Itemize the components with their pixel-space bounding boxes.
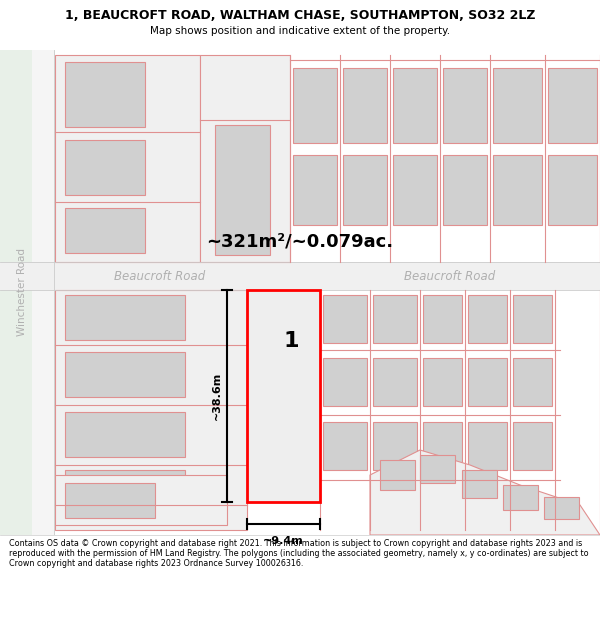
Bar bbox=[65, 412, 185, 457]
Bar bbox=[343, 155, 387, 225]
Text: ~38.6m: ~38.6m bbox=[212, 372, 222, 420]
Bar bbox=[423, 358, 462, 406]
Bar bbox=[200, 55, 290, 262]
Bar bbox=[493, 155, 542, 225]
Bar bbox=[544, 497, 579, 519]
Bar bbox=[548, 68, 597, 143]
Polygon shape bbox=[370, 450, 600, 535]
Text: Beaucroft Road: Beaucroft Road bbox=[404, 269, 496, 282]
Bar bbox=[247, 290, 320, 502]
Bar bbox=[420, 455, 455, 483]
Bar bbox=[65, 295, 185, 340]
Text: 1, BEAUCROFT ROAD, WALTHAM CHASE, SOUTHAMPTON, SO32 2LZ: 1, BEAUCROFT ROAD, WALTHAM CHASE, SOUTHA… bbox=[65, 9, 535, 22]
Bar bbox=[493, 68, 542, 143]
Bar bbox=[423, 422, 462, 470]
Bar bbox=[55, 290, 247, 530]
Bar bbox=[513, 358, 552, 406]
Bar bbox=[462, 470, 497, 498]
Bar bbox=[65, 140, 145, 195]
Bar bbox=[323, 358, 367, 406]
Bar bbox=[0, 262, 600, 290]
Bar bbox=[373, 422, 417, 470]
Bar bbox=[65, 470, 185, 515]
Bar bbox=[380, 460, 415, 490]
Text: ~321m²/~0.079ac.: ~321m²/~0.079ac. bbox=[206, 233, 394, 251]
Bar bbox=[373, 295, 417, 343]
Bar bbox=[468, 358, 507, 406]
Bar bbox=[393, 68, 437, 143]
Bar bbox=[373, 358, 417, 406]
Bar bbox=[65, 208, 145, 253]
Bar bbox=[468, 422, 507, 470]
Bar bbox=[32, 50, 54, 535]
Bar bbox=[468, 295, 507, 343]
Bar bbox=[513, 422, 552, 470]
Text: ~9.4m: ~9.4m bbox=[263, 536, 304, 546]
Bar bbox=[548, 155, 597, 225]
Text: Beaucroft Road: Beaucroft Road bbox=[115, 269, 206, 282]
Bar bbox=[65, 62, 145, 127]
Bar bbox=[393, 155, 437, 225]
Bar bbox=[343, 68, 387, 143]
Bar bbox=[503, 485, 538, 510]
Text: Contains OS data © Crown copyright and database right 2021. This information is : Contains OS data © Crown copyright and d… bbox=[9, 539, 589, 568]
Bar bbox=[423, 295, 462, 343]
Bar bbox=[0, 50, 55, 535]
Bar bbox=[323, 295, 367, 343]
Bar bbox=[513, 295, 552, 343]
Bar bbox=[293, 155, 337, 225]
Bar bbox=[443, 68, 487, 143]
Bar bbox=[55, 55, 200, 262]
Bar bbox=[293, 68, 337, 143]
Bar bbox=[215, 125, 270, 255]
Bar bbox=[65, 483, 155, 518]
Text: 1: 1 bbox=[284, 331, 299, 351]
Bar bbox=[323, 422, 367, 470]
Text: Winchester Road: Winchester Road bbox=[17, 249, 27, 336]
Bar bbox=[443, 155, 487, 225]
Text: Map shows position and indicative extent of the property.: Map shows position and indicative extent… bbox=[150, 26, 450, 36]
Bar bbox=[55, 475, 227, 525]
Bar bbox=[65, 352, 185, 397]
